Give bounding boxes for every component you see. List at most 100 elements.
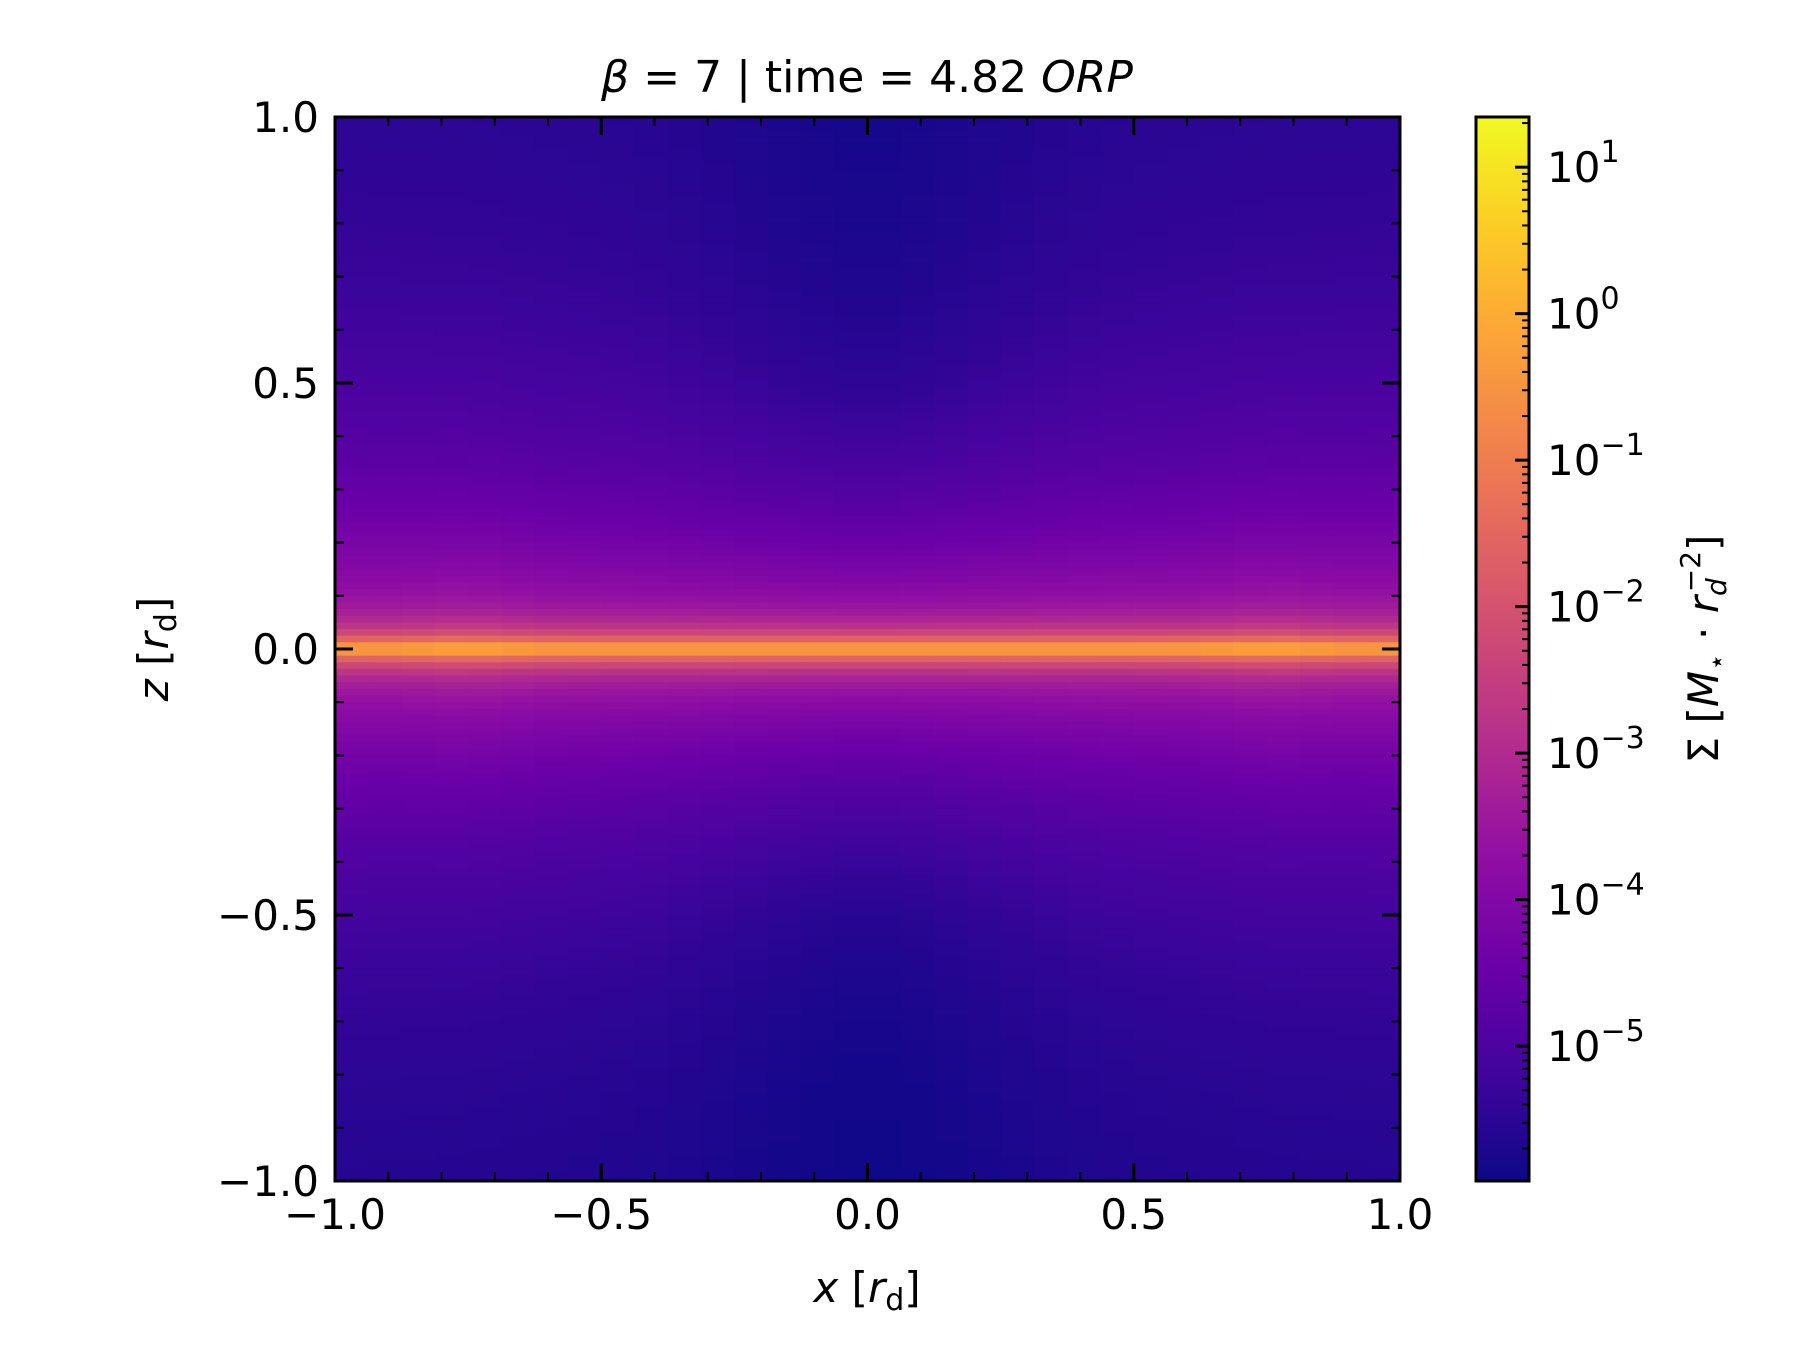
heatmap-cell bbox=[335, 1008, 369, 1016]
heatmap-cell bbox=[767, 402, 802, 411]
heatmap-cell bbox=[1300, 250, 1335, 258]
heatmap-cell bbox=[1067, 575, 1102, 584]
heatmap-cell bbox=[900, 542, 935, 550]
heatmap-cell bbox=[900, 881, 935, 889]
title-time-unit: ORP bbox=[1041, 52, 1133, 103]
heatmap-cell bbox=[1033, 1107, 1068, 1116]
heatmap-cell bbox=[867, 815, 902, 823]
heatmap-cell bbox=[601, 469, 636, 477]
heatmap-cell bbox=[534, 143, 569, 151]
heatmap-cell bbox=[1033, 582, 1068, 590]
heatmap-cell bbox=[1067, 170, 1102, 178]
heatmap-cell bbox=[567, 1074, 602, 1082]
heatmap-cell bbox=[335, 1094, 369, 1102]
heatmap-cell bbox=[434, 383, 469, 391]
heatmap-cell bbox=[701, 589, 735, 597]
heatmap-cell bbox=[401, 236, 436, 244]
heatmap-cell bbox=[434, 715, 469, 723]
heatmap-cell bbox=[1000, 243, 1035, 251]
heatmap-cell bbox=[1333, 123, 1368, 131]
heatmap-cell bbox=[934, 363, 968, 371]
heatmap-cell bbox=[967, 363, 1002, 371]
heatmap-cell bbox=[335, 895, 369, 903]
heatmap-cell bbox=[1333, 934, 1368, 943]
heatmap-cell bbox=[1266, 928, 1301, 936]
heatmap-cell bbox=[1033, 442, 1068, 451]
heatmap-cell bbox=[1233, 888, 1268, 896]
heatmap-cell bbox=[1133, 383, 1168, 391]
heatmap-cell bbox=[601, 296, 636, 304]
heatmap-cell bbox=[567, 855, 602, 863]
heatmap-cell bbox=[434, 522, 469, 530]
heatmap-cell bbox=[967, 1067, 1002, 1076]
heatmap-cell bbox=[335, 782, 369, 790]
heatmap-cell bbox=[934, 708, 968, 717]
heatmap-cell bbox=[900, 742, 935, 750]
heatmap-cell bbox=[834, 376, 869, 384]
heatmap-cell bbox=[601, 722, 636, 730]
heatmap-cell bbox=[335, 336, 369, 344]
heatmap-cell bbox=[900, 329, 935, 338]
heatmap-cell bbox=[1000, 1041, 1035, 1049]
heatmap-cell bbox=[900, 688, 935, 697]
heatmap-cell bbox=[601, 389, 636, 397]
heatmap-cell bbox=[534, 263, 569, 271]
heatmap-cell bbox=[434, 1147, 469, 1155]
heatmap-cell bbox=[368, 542, 403, 550]
heatmap-cell bbox=[867, 688, 902, 697]
heatmap-cell bbox=[1333, 296, 1368, 304]
heatmap-cell bbox=[601, 436, 636, 444]
heatmap-cell bbox=[1033, 655, 1068, 663]
heatmap-cell bbox=[1133, 848, 1168, 856]
heatmap-cell bbox=[601, 1074, 636, 1082]
heatmap-cell bbox=[1100, 176, 1135, 185]
heatmap-cell bbox=[468, 263, 503, 271]
heatmap-cell bbox=[1200, 223, 1235, 231]
heatmap-cell bbox=[1300, 968, 1335, 976]
heatmap-cell bbox=[734, 549, 769, 557]
heatmap-cell bbox=[1300, 449, 1335, 457]
heatmap-cell bbox=[1067, 921, 1102, 929]
heatmap-cell bbox=[401, 496, 436, 504]
heatmap-cell bbox=[867, 183, 902, 191]
heatmap-cell bbox=[967, 396, 1002, 404]
heatmap-cell bbox=[501, 848, 536, 856]
heatmap-cell bbox=[1366, 263, 1400, 271]
heatmap-cell bbox=[1167, 715, 1201, 723]
heatmap-cell bbox=[1200, 715, 1235, 723]
heatmap-cell bbox=[1133, 768, 1168, 776]
heatmap-cell bbox=[501, 402, 536, 411]
heatmap-cell bbox=[934, 502, 968, 510]
heatmap-cell bbox=[934, 1081, 968, 1089]
heatmap-cell bbox=[1000, 662, 1035, 670]
heatmap-cell bbox=[634, 163, 669, 171]
heatmap-cell bbox=[667, 602, 702, 610]
heatmap-cell bbox=[468, 888, 503, 896]
heatmap-cell bbox=[634, 402, 669, 411]
heatmap-cell bbox=[1033, 276, 1068, 284]
heatmap-cell bbox=[1133, 136, 1168, 145]
heatmap-cell bbox=[534, 502, 569, 510]
heatmap-cell bbox=[401, 775, 436, 783]
heatmap-cell bbox=[335, 555, 369, 564]
heatmap-cell bbox=[701, 1087, 735, 1096]
heatmap-cell bbox=[567, 343, 602, 351]
heatmap-cell bbox=[1100, 782, 1135, 790]
heatmap-cell bbox=[567, 1107, 602, 1116]
heatmap-cell bbox=[1333, 456, 1368, 464]
heatmap-cell bbox=[434, 782, 469, 790]
heatmap-cell bbox=[767, 609, 802, 617]
heatmap-cell bbox=[1100, 941, 1135, 949]
heatmap-cell bbox=[1233, 1021, 1268, 1029]
heatmap-cell bbox=[767, 562, 802, 570]
heatmap-cell bbox=[1366, 1087, 1400, 1096]
heatmap-cell bbox=[601, 396, 636, 404]
heatmap-cell bbox=[667, 895, 702, 903]
heatmap-cell bbox=[534, 948, 569, 956]
heatmap-cell bbox=[1167, 662, 1201, 670]
heatmap-cell bbox=[900, 1074, 935, 1082]
heatmap-cell bbox=[767, 383, 802, 391]
heatmap-cell bbox=[534, 1121, 569, 1129]
heatmap-cell bbox=[734, 855, 769, 863]
heatmap-cell bbox=[1300, 369, 1335, 377]
